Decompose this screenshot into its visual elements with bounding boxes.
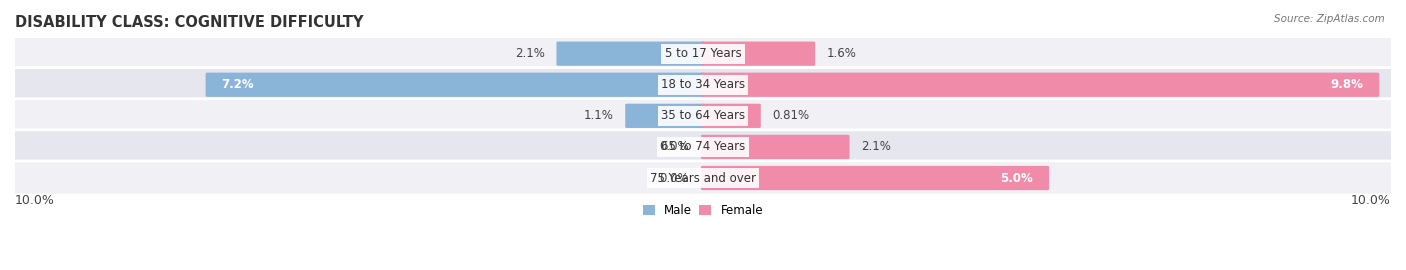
FancyBboxPatch shape	[702, 73, 1379, 97]
FancyBboxPatch shape	[702, 104, 761, 128]
Text: 5.0%: 5.0%	[1001, 171, 1033, 184]
FancyBboxPatch shape	[557, 42, 704, 66]
FancyBboxPatch shape	[702, 42, 815, 66]
FancyBboxPatch shape	[626, 104, 704, 128]
Text: 0.0%: 0.0%	[659, 171, 689, 184]
FancyBboxPatch shape	[11, 130, 1395, 164]
FancyBboxPatch shape	[702, 135, 849, 159]
Text: 9.8%: 9.8%	[1330, 78, 1364, 91]
FancyBboxPatch shape	[702, 166, 1049, 190]
Text: Source: ZipAtlas.com: Source: ZipAtlas.com	[1274, 14, 1385, 23]
Text: DISABILITY CLASS: COGNITIVE DIFFICULTY: DISABILITY CLASS: COGNITIVE DIFFICULTY	[15, 15, 364, 30]
FancyBboxPatch shape	[11, 36, 1395, 71]
Text: 2.1%: 2.1%	[862, 140, 891, 153]
FancyBboxPatch shape	[11, 161, 1395, 195]
Text: 0.81%: 0.81%	[772, 109, 810, 122]
Text: 0.0%: 0.0%	[659, 140, 689, 153]
Text: 1.6%: 1.6%	[827, 47, 856, 60]
Text: 35 to 64 Years: 35 to 64 Years	[661, 109, 745, 122]
Text: 65 to 74 Years: 65 to 74 Years	[661, 140, 745, 153]
Text: 18 to 34 Years: 18 to 34 Years	[661, 78, 745, 91]
Text: 7.2%: 7.2%	[221, 78, 254, 91]
FancyBboxPatch shape	[205, 73, 704, 97]
FancyBboxPatch shape	[11, 68, 1395, 102]
Text: 5 to 17 Years: 5 to 17 Years	[665, 47, 741, 60]
Text: 1.1%: 1.1%	[583, 109, 613, 122]
Text: 10.0%: 10.0%	[15, 194, 55, 207]
Legend: Male, Female: Male, Female	[638, 200, 768, 222]
Text: 75 Years and over: 75 Years and over	[650, 171, 756, 184]
Text: 2.1%: 2.1%	[515, 47, 544, 60]
FancyBboxPatch shape	[11, 99, 1395, 133]
Text: 10.0%: 10.0%	[1351, 194, 1391, 207]
